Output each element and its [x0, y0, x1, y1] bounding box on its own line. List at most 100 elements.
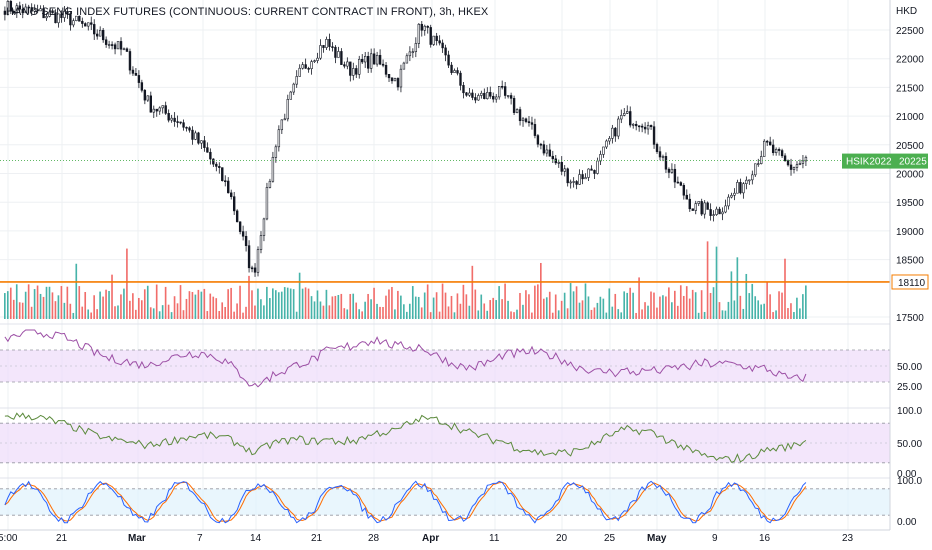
candle-body	[486, 92, 489, 99]
time-tick-label: 25	[604, 533, 616, 544]
candle-body	[715, 208, 718, 215]
candle-body	[122, 48, 126, 51]
volume-bar	[685, 286, 688, 319]
volume-bar	[138, 297, 140, 319]
volume-bar	[805, 285, 807, 319]
candle-body	[185, 126, 188, 129]
candle-body	[718, 208, 721, 215]
volume-bar	[75, 263, 78, 319]
time-tick-label: 20	[556, 533, 568, 544]
candle-body	[760, 156, 763, 164]
candle-body	[429, 27, 432, 45]
candle-body	[128, 51, 132, 71]
volume-bar	[242, 312, 244, 319]
volume-bar	[197, 289, 200, 319]
candle-body	[763, 140, 766, 157]
candle-body	[289, 91, 292, 100]
candle-body	[325, 39, 328, 48]
candle-body	[164, 105, 167, 114]
volume-bar	[9, 287, 12, 319]
volume-bar	[513, 312, 515, 319]
candle-body	[566, 168, 569, 184]
candle-body	[512, 98, 516, 113]
volume-bar	[578, 302, 581, 319]
volume-bar	[751, 283, 754, 319]
axes	[0, 0, 891, 531]
time-tick-label: 28	[368, 533, 380, 544]
volume-bar	[188, 291, 191, 319]
candle-body	[283, 118, 286, 121]
candle-body	[780, 150, 784, 157]
volume-bar	[650, 291, 652, 319]
candle-body	[96, 33, 99, 37]
volume-bar	[590, 309, 593, 319]
candle-body	[709, 209, 712, 216]
candle-body	[307, 68, 310, 70]
volume-bar	[429, 312, 432, 319]
volume-bar	[495, 300, 497, 319]
candle-body	[241, 231, 245, 237]
volume-bar	[638, 277, 640, 319]
candle-body	[730, 194, 733, 198]
candle-body	[649, 125, 653, 128]
candle-body	[733, 192, 736, 196]
indicator-bands	[0, 349, 890, 516]
volume-bar	[706, 241, 709, 319]
candle-body	[69, 13, 72, 26]
candle-body	[685, 194, 688, 200]
volume-bar	[417, 296, 420, 319]
horizontal-lines[interactable]	[0, 0, 890, 283]
candle-body	[736, 182, 739, 194]
volume-bar	[120, 294, 122, 319]
volume-bar	[203, 288, 206, 319]
candle-body	[697, 201, 700, 204]
candle-body	[27, 6, 30, 9]
volume-bar	[117, 305, 119, 319]
candle-body	[227, 180, 230, 194]
candle-body	[298, 67, 301, 77]
candle-body	[155, 108, 158, 112]
volume-bar	[126, 248, 128, 319]
candle-body	[188, 127, 191, 131]
volume-bar	[441, 283, 444, 319]
candle-body	[572, 181, 575, 183]
candle-body	[78, 15, 81, 22]
volume-bars	[4, 241, 807, 319]
volume-bar	[456, 293, 459, 319]
candle-body	[36, 9, 39, 12]
volume-bar	[522, 304, 524, 319]
panel-tick-label: 50.00	[897, 439, 922, 450]
candle-body	[673, 168, 677, 183]
volume-bar	[334, 295, 337, 319]
candle-body	[346, 61, 349, 67]
candle-body	[113, 44, 117, 50]
volume-bar	[444, 292, 447, 319]
volume-bar	[206, 311, 209, 319]
candle-body	[63, 11, 66, 18]
candle-body	[492, 96, 495, 100]
panel-tick-label: 50.00	[897, 362, 922, 373]
candle-body	[521, 118, 525, 122]
volume-bar	[593, 307, 596, 319]
volume-bar	[152, 308, 155, 319]
volume-bar	[352, 293, 355, 319]
volume-bar	[745, 273, 748, 319]
candle-body	[420, 23, 423, 31]
candle-body	[319, 45, 322, 59]
candle-body	[18, 5, 21, 10]
volume-bar	[367, 293, 369, 319]
candle-body	[560, 162, 563, 172]
level-tag-label: 18110	[898, 278, 926, 289]
candle-body	[605, 140, 608, 148]
candle-body	[450, 64, 453, 73]
volume-bar	[224, 306, 226, 319]
candle-body	[748, 179, 751, 182]
candle-body	[575, 181, 578, 185]
volume-bar	[438, 311, 441, 319]
candle-body	[116, 41, 120, 50]
candle-body	[101, 29, 105, 41]
candle-body	[322, 45, 325, 48]
candle-body	[536, 135, 540, 145]
candle-body	[39, 8, 42, 12]
